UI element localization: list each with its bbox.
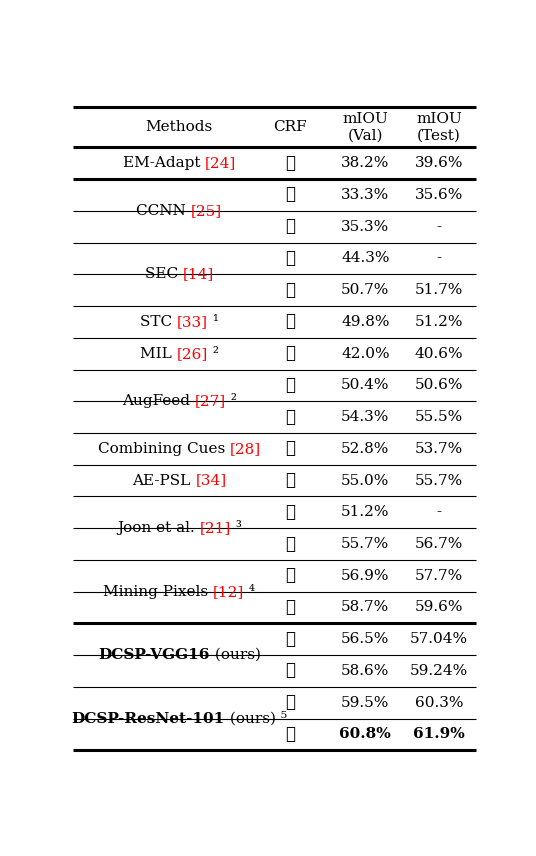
Text: (ours) ⁵: (ours) ⁵ [225,711,287,726]
Text: 51.2%: 51.2% [341,505,390,520]
Text: 49.8%: 49.8% [341,315,390,329]
Text: -: - [436,252,442,265]
Text: [25]: [25] [191,204,222,217]
Text: ✓: ✓ [285,155,295,172]
Text: ²: ² [226,395,237,408]
Text: ✗: ✗ [285,345,295,362]
Text: Joon et al.: Joon et al. [117,521,199,535]
Text: ✓: ✓ [285,408,295,425]
Text: ✗: ✗ [285,187,295,204]
Text: [24]: [24] [205,157,236,170]
Text: CRF: CRF [273,121,307,134]
Text: ✓: ✓ [285,599,295,616]
Text: AE-PSL: AE-PSL [132,473,196,488]
Text: ✗: ✗ [285,504,295,520]
Text: (ours): (ours) [210,648,260,662]
Text: ³: ³ [231,521,242,535]
Text: MIL: MIL [140,347,176,360]
Text: 58.6%: 58.6% [341,664,390,678]
Text: -: - [436,220,442,234]
Text: 38.2%: 38.2% [341,157,390,170]
Text: 44.3%: 44.3% [341,252,390,265]
Text: 39.6%: 39.6% [415,157,463,170]
Text: ✓: ✓ [285,472,295,489]
Text: ²: ² [208,347,219,360]
Text: 55.5%: 55.5% [415,410,463,424]
Text: [34]: [34] [196,473,227,488]
Text: 60.3%: 60.3% [415,696,463,710]
Text: 57.7%: 57.7% [415,568,463,583]
Text: AugFeed: AugFeed [122,395,195,408]
Text: 55.0%: 55.0% [341,473,390,488]
Text: 56.5%: 56.5% [341,633,390,646]
Text: 59.24%: 59.24% [410,664,468,678]
Text: [12]: [12] [213,585,244,598]
Text: ✓: ✓ [285,218,295,235]
Text: [28]: [28] [230,442,261,456]
Text: 50.6%: 50.6% [415,378,463,392]
Text: mIOU
(Val): mIOU (Val) [343,112,388,143]
Text: 51.7%: 51.7% [415,283,463,297]
Text: 51.2%: 51.2% [415,315,463,329]
Text: ✓: ✓ [285,536,295,552]
Text: 54.3%: 54.3% [341,410,390,424]
Text: 52.8%: 52.8% [341,442,390,456]
Text: mIOU
(Test): mIOU (Test) [416,112,462,143]
Text: 35.6%: 35.6% [415,188,463,202]
Text: ⁴: ⁴ [244,585,256,598]
Text: 58.7%: 58.7% [341,601,390,615]
Text: ¹: ¹ [208,315,219,329]
Text: 50.7%: 50.7% [341,283,390,297]
Text: 59.5%: 59.5% [341,696,390,710]
Text: Combining Cues: Combining Cues [98,442,230,456]
Text: SEC: SEC [145,267,183,282]
Text: 42.0%: 42.0% [341,347,390,360]
Text: STC: STC [140,315,177,329]
Text: 40.6%: 40.6% [415,347,463,360]
Text: -: - [436,505,442,520]
Text: 50.4%: 50.4% [341,378,390,392]
Text: [27]: [27] [195,395,226,408]
Text: 56.9%: 56.9% [341,568,390,583]
Text: 61.9%: 61.9% [413,728,465,741]
Text: ✓: ✓ [285,313,295,330]
Text: [14]: [14] [183,267,214,282]
Text: 56.7%: 56.7% [415,537,463,551]
Text: ✗: ✗ [285,377,295,394]
Text: ✓: ✓ [285,440,295,457]
Text: ✓: ✓ [285,282,295,299]
Text: EM-Adapt: EM-Adapt [123,157,205,170]
Text: [21]: [21] [199,521,231,535]
Text: 59.6%: 59.6% [415,601,463,615]
Text: ✓: ✓ [285,726,295,743]
Text: Mining Pixels: Mining Pixels [103,585,213,598]
Text: 60.8%: 60.8% [339,728,391,741]
Text: ✗: ✗ [285,250,295,267]
Text: ✗: ✗ [285,631,295,648]
Text: DCSP-VGG16: DCSP-VGG16 [98,648,210,662]
Text: ✓: ✓ [285,663,295,680]
Text: 33.3%: 33.3% [341,188,390,202]
Text: [26]: [26] [176,347,208,360]
Text: ✗: ✗ [285,694,295,711]
Text: ✗: ✗ [285,568,295,585]
Text: DCSP-ResNet-101: DCSP-ResNet-101 [72,711,225,726]
Text: CCNN: CCNN [137,204,191,217]
Text: 57.04%: 57.04% [410,633,468,646]
Text: Methods: Methods [146,121,213,134]
Text: 35.3%: 35.3% [341,220,390,234]
Text: 53.7%: 53.7% [415,442,463,456]
Text: [33]: [33] [177,315,208,329]
Text: 55.7%: 55.7% [341,537,390,551]
Text: 55.7%: 55.7% [415,473,463,488]
